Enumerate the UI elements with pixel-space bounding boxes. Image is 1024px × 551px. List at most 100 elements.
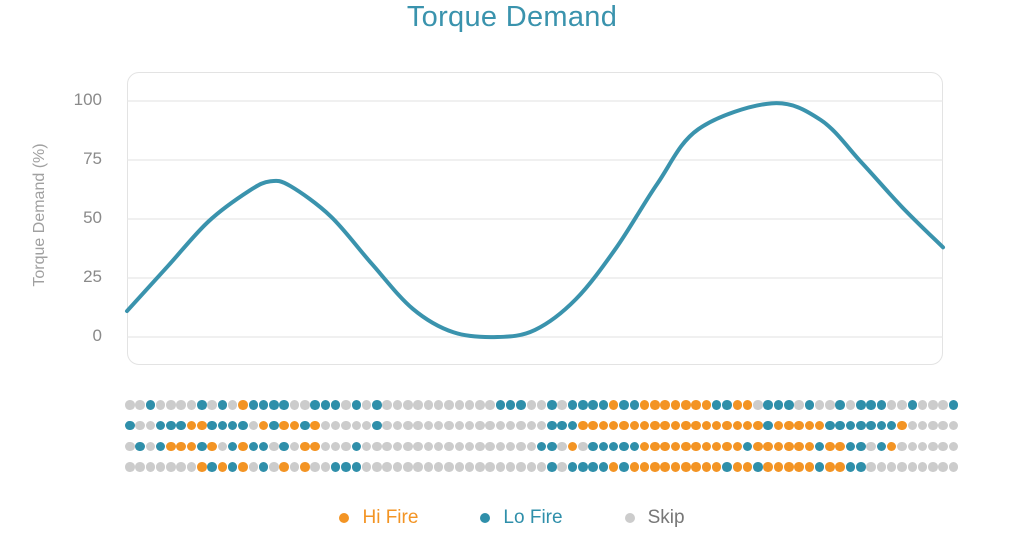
lo-fire-dot (279, 441, 289, 452)
lo-fire-dot (145, 400, 156, 410)
hi-fire-dot (660, 400, 670, 410)
skip-dot (227, 400, 238, 410)
hi-fire-dot (197, 462, 207, 472)
lo-fire-dot (876, 420, 887, 431)
lo-fire-dot (238, 420, 248, 431)
lo-fire-dot (217, 400, 228, 410)
hi-fire-dot (186, 441, 197, 452)
lo-fire-dot (310, 400, 320, 410)
legend-item-skip: Skip (624, 507, 685, 529)
skip-dot (382, 441, 392, 452)
skip-dot (938, 462, 948, 472)
skip-dot (516, 420, 526, 431)
hi-fire-dot (784, 420, 794, 431)
skip-dot (526, 400, 537, 410)
lo-fire-dot (155, 441, 166, 452)
hi-fire-dot (742, 420, 753, 431)
skip-dot (392, 400, 403, 410)
hi-fire-dot (650, 400, 660, 410)
lo-fire-dot (269, 420, 279, 431)
skip-dot (382, 462, 392, 472)
hi-fire-dot (691, 420, 701, 431)
hi-fire-dot (773, 441, 784, 452)
skip-dot (495, 441, 506, 452)
lo-fire-dot (588, 441, 598, 452)
lo-fire-dot (351, 441, 362, 452)
hi-fire-dot (629, 420, 640, 431)
hi-fire-dot (639, 420, 650, 431)
hi-fire-dot (763, 462, 773, 472)
skip-dot (907, 420, 918, 431)
lo-fire-dot (948, 400, 959, 410)
skip-dot (320, 420, 331, 431)
lo-fire-dot (197, 441, 207, 452)
hi-fire-dot (742, 400, 753, 410)
hi-fire-dot (691, 441, 701, 452)
skip-dot (897, 441, 907, 452)
skip-dot (886, 462, 897, 472)
skip-dot (125, 400, 135, 410)
lo-fire-dot (814, 462, 825, 472)
skip-dot (382, 400, 392, 410)
hi-fire-dot (886, 441, 897, 452)
skip-dot (330, 441, 341, 452)
lo-fire-dot (722, 400, 732, 410)
hi-fire-dot (897, 420, 907, 431)
hi-fire-dot (722, 441, 732, 452)
firing-row-2 (125, 420, 959, 431)
hi-fire-dot (639, 400, 650, 410)
skip-dot (166, 400, 176, 410)
lo-fire-dot (557, 420, 567, 431)
hi-fire-dot (279, 462, 289, 472)
skip-dot (825, 400, 835, 410)
lo-fire-dot (279, 400, 289, 410)
y-tick-0: 0 (92, 326, 102, 345)
skip-dot (155, 462, 166, 472)
hi-fire-dot (310, 441, 320, 452)
lo-fire-dot (711, 400, 722, 410)
skip-dot (917, 420, 928, 431)
gridlines (127, 100, 943, 338)
skip-dot (505, 462, 516, 472)
skip-dot (557, 462, 567, 472)
lo-fire-dot (516, 400, 526, 410)
hi-fire-dot (681, 400, 691, 410)
lo-fire-dot (835, 420, 845, 431)
skip-dot (413, 441, 423, 452)
skip-dot (454, 441, 464, 452)
skip-dot (938, 400, 948, 410)
legend-dot-icon (624, 513, 635, 523)
lo-fire-dot (547, 441, 557, 452)
skip-dot (166, 462, 176, 472)
lo-fire-dot (598, 462, 609, 472)
hi-fire-dot (670, 441, 681, 452)
skip-dot (135, 462, 145, 472)
legend-item-lo-fire: Lo Fire (480, 507, 563, 529)
lo-fire-dot (567, 420, 578, 431)
skip-dot (505, 441, 516, 452)
hi-fire-dot (681, 441, 691, 452)
skip-dot (928, 400, 938, 410)
lo-fire-dot (876, 441, 887, 452)
skip-dot (413, 462, 423, 472)
lo-fire-dot (248, 400, 259, 410)
skip-dot (248, 462, 259, 472)
lo-fire-dot (886, 420, 897, 431)
skip-dot (392, 462, 403, 472)
skip-dot (526, 420, 537, 431)
hi-fire-dot (711, 420, 722, 431)
skip-dot (866, 441, 876, 452)
lo-fire-dot (227, 441, 238, 452)
hi-fire-dot (681, 462, 691, 472)
skip-dot (145, 462, 156, 472)
hi-fire-dot (825, 462, 835, 472)
hi-fire-dot (701, 400, 712, 410)
hi-fire-dot (691, 462, 701, 472)
legend-item-hi-fire: Hi Fire (339, 507, 418, 529)
skip-dot (433, 462, 444, 472)
skip-dot (475, 441, 485, 452)
lo-fire-dot (567, 462, 578, 472)
hi-fire-dot (660, 420, 670, 431)
skip-dot (413, 420, 423, 431)
